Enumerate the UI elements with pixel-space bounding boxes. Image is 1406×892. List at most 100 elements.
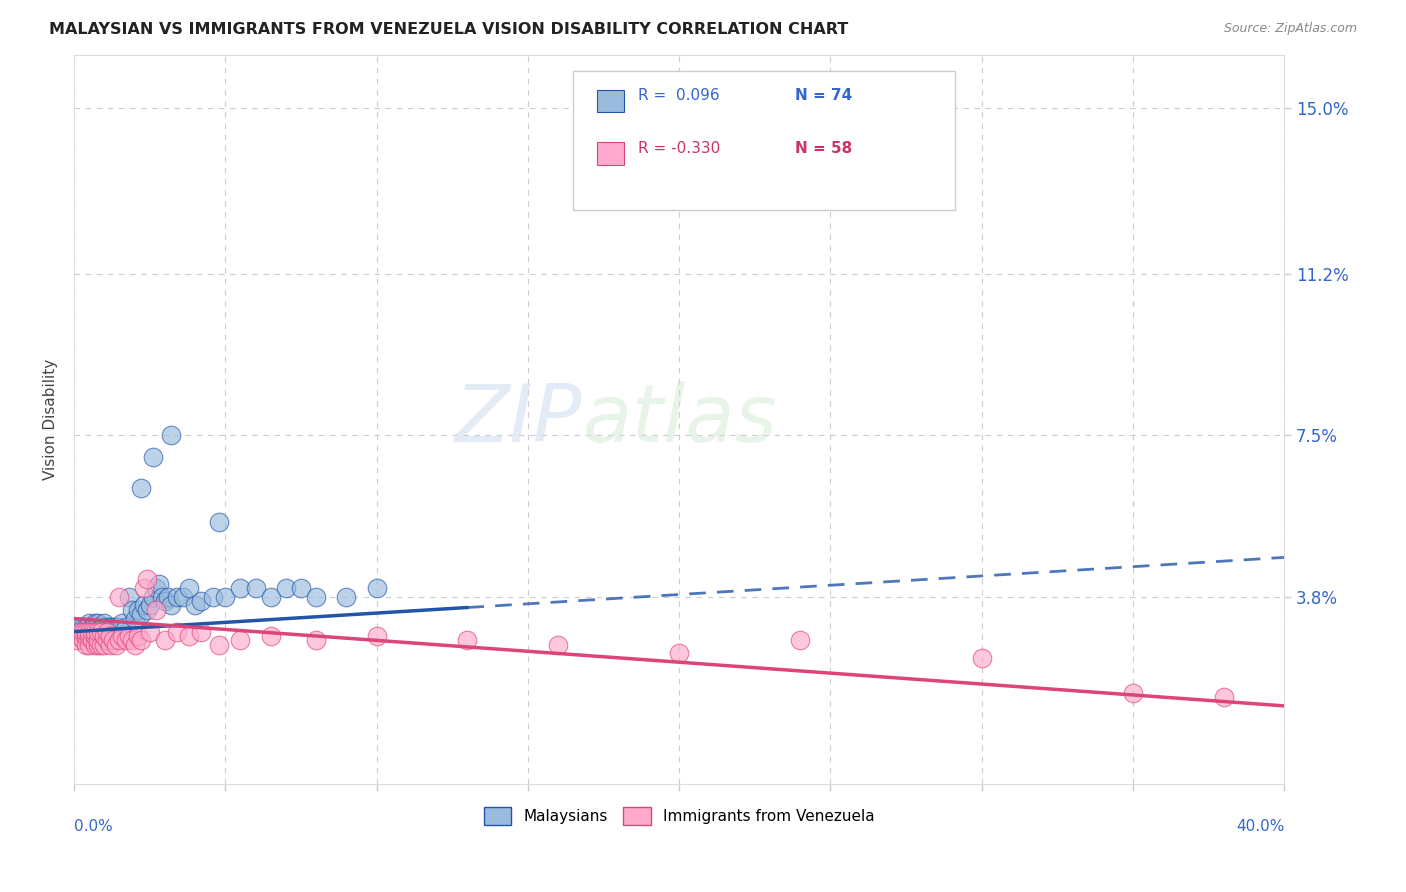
Malaysians — [290, 581, 312, 595]
Malaysians — [121, 603, 143, 617]
Malaysians — [84, 615, 107, 630]
Malaysians — [305, 590, 328, 604]
Text: 40.0%: 40.0% — [1236, 820, 1284, 834]
Immigrants from Venezuela — [93, 638, 115, 652]
Malaysians — [132, 599, 155, 613]
Malaysians — [127, 603, 149, 617]
Malaysians — [93, 624, 115, 639]
Immigrants from Venezuela — [970, 650, 993, 665]
Immigrants from Venezuela — [305, 633, 328, 648]
Malaysians — [75, 624, 97, 639]
Malaysians — [100, 624, 122, 639]
Immigrants from Venezuela — [108, 590, 131, 604]
Immigrants from Venezuela — [111, 629, 134, 643]
Immigrants from Venezuela — [108, 633, 131, 648]
Immigrants from Venezuela — [124, 638, 146, 652]
Text: Source: ZipAtlas.com: Source: ZipAtlas.com — [1223, 22, 1357, 36]
Immigrants from Venezuela — [77, 624, 100, 639]
Malaysians — [82, 629, 104, 643]
Malaysians — [142, 450, 165, 464]
Immigrants from Venezuela — [190, 624, 212, 639]
Text: MALAYSIAN VS IMMIGRANTS FROM VENEZUELA VISION DISABILITY CORRELATION CHART: MALAYSIAN VS IMMIGRANTS FROM VENEZUELA V… — [49, 22, 848, 37]
Malaysians — [208, 516, 231, 530]
Malaysians — [172, 590, 194, 604]
Malaysians — [150, 590, 173, 604]
Immigrants from Venezuela — [69, 629, 91, 643]
Immigrants from Venezuela — [82, 624, 104, 639]
Malaysians — [177, 581, 200, 595]
Text: N = 74: N = 74 — [796, 88, 852, 103]
Malaysians — [82, 624, 104, 639]
Malaysians — [93, 620, 115, 634]
Malaysians — [366, 581, 388, 595]
Immigrants from Venezuela — [117, 629, 139, 643]
Immigrants from Venezuela — [105, 638, 128, 652]
Immigrants from Venezuela — [75, 629, 97, 643]
Immigrants from Venezuela — [90, 638, 112, 652]
Malaysians — [108, 620, 131, 634]
Malaysians — [114, 620, 136, 634]
Text: atlas: atlas — [582, 381, 778, 458]
Malaysians — [129, 607, 152, 622]
Malaysians — [202, 590, 225, 604]
Immigrants from Venezuela — [77, 629, 100, 643]
Text: N = 58: N = 58 — [796, 141, 852, 156]
FancyBboxPatch shape — [572, 71, 955, 211]
Malaysians — [66, 624, 89, 639]
Malaysians — [69, 620, 91, 634]
Text: ZIP: ZIP — [456, 381, 582, 458]
Malaysians — [124, 611, 146, 625]
Immigrants from Venezuela — [121, 633, 143, 648]
Immigrants from Venezuela — [84, 624, 107, 639]
Malaysians — [166, 590, 188, 604]
Immigrants from Venezuela — [135, 572, 157, 586]
Immigrants from Venezuela — [100, 638, 122, 652]
Immigrants from Venezuela — [87, 638, 110, 652]
Immigrants from Venezuela — [1122, 686, 1144, 700]
Malaysians — [96, 620, 118, 634]
Malaysians — [153, 594, 176, 608]
Malaysians — [87, 620, 110, 634]
Immigrants from Venezuela — [66, 633, 89, 648]
Immigrants from Venezuela — [72, 624, 94, 639]
Malaysians — [245, 581, 267, 595]
Malaysians — [229, 581, 252, 595]
Malaysians — [77, 633, 100, 648]
Malaysians — [96, 624, 118, 639]
Malaysians — [105, 624, 128, 639]
Malaysians — [100, 620, 122, 634]
Malaysians — [105, 620, 128, 634]
Immigrants from Venezuela — [132, 581, 155, 595]
Malaysians — [84, 624, 107, 639]
Immigrants from Venezuela — [90, 624, 112, 639]
Immigrants from Venezuela — [100, 629, 122, 643]
Malaysians — [260, 590, 283, 604]
Text: 0.0%: 0.0% — [75, 820, 112, 834]
Malaysians — [184, 599, 207, 613]
Malaysians — [75, 620, 97, 634]
Malaysians — [274, 581, 297, 595]
Immigrants from Venezuela — [96, 624, 118, 639]
Immigrants from Venezuela — [84, 638, 107, 652]
Immigrants from Venezuela — [166, 624, 188, 639]
Malaysians — [103, 624, 125, 639]
Immigrants from Venezuela — [153, 633, 176, 648]
Malaysians — [90, 620, 112, 634]
Malaysians — [142, 590, 165, 604]
Immigrants from Venezuela — [82, 633, 104, 648]
Immigrants from Venezuela — [177, 629, 200, 643]
Immigrants from Venezuela — [93, 629, 115, 643]
Text: R =  0.096: R = 0.096 — [638, 88, 720, 103]
Immigrants from Venezuela — [69, 624, 91, 639]
Malaysians — [93, 615, 115, 630]
Immigrants from Venezuela — [547, 638, 569, 652]
Immigrants from Venezuela — [208, 638, 231, 652]
Malaysians — [129, 481, 152, 495]
Immigrants from Venezuela — [260, 629, 283, 643]
Malaysians — [148, 576, 170, 591]
Malaysians — [160, 599, 183, 613]
Immigrants from Venezuela — [129, 633, 152, 648]
Immigrants from Venezuela — [84, 629, 107, 643]
Immigrants from Venezuela — [138, 624, 160, 639]
Immigrants from Venezuela — [145, 603, 167, 617]
